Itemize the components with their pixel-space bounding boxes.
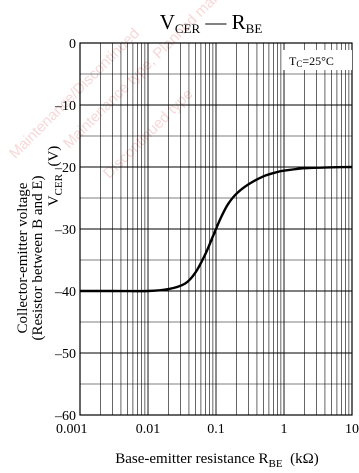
x-tick-label: 10: [345, 422, 359, 437]
x-tick-label: 0.001: [56, 422, 88, 437]
tick-labels: 0 –10 –20 –30 –40 –50 –600.001 0.01 0.1 1 10: [54, 37, 359, 437]
plot-frame: [79, 42, 353, 416]
y-tick-label: –10: [54, 99, 76, 114]
temperature-annotation: TC=25°C: [289, 54, 334, 69]
y-axis-label: Collector-emitter voltage (Resistor betw…: [15, 146, 65, 341]
y-tick-label: –40: [54, 285, 76, 300]
y-axis-variable: VCER (V): [46, 146, 65, 207]
y-tick-label: 0: [69, 37, 76, 52]
y-tick-label: –30: [54, 223, 76, 238]
y-tick-label: –20: [54, 161, 76, 176]
annotation-box: [282, 50, 352, 70]
grid-layer: [79, 42, 352, 416]
y-tick-label: –60: [54, 409, 76, 424]
curve-layer: [79, 165, 353, 293]
vcer-curve: [79, 165, 353, 293]
y-axis-label-line2: (Resistor between B and E): [30, 176, 46, 341]
y-tick-label: –50: [54, 347, 76, 362]
x-axis-label: Base-emitter resistance RBE (kΩ): [115, 451, 318, 470]
x-tick-label: 1: [281, 422, 288, 437]
chart-title: VCER — RBE: [160, 10, 263, 36]
x-tick-label: 0.01: [136, 422, 161, 437]
x-tick-label: 0.1: [207, 422, 225, 437]
y-axis-label-line1: Collector-emitter voltage: [15, 182, 31, 333]
